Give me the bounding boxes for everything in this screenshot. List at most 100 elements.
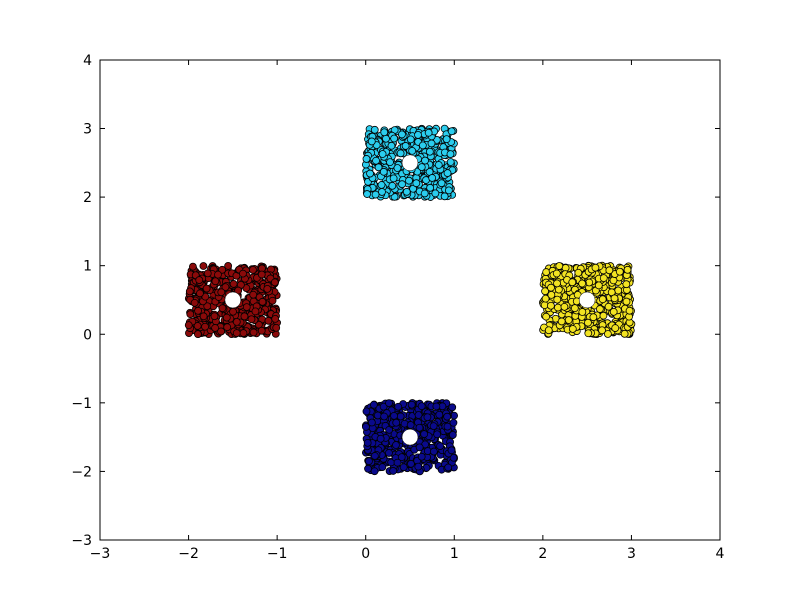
data-point: [407, 459, 415, 468]
data-point: [257, 270, 266, 279]
data-point: [194, 330, 202, 339]
cluster-2: [538, 261, 636, 338]
y-tick-label: 0: [83, 327, 92, 343]
data-point: [389, 467, 398, 475]
y-tick-label: −2: [71, 464, 92, 480]
data-point: [362, 407, 371, 416]
data-point: [599, 274, 608, 283]
data-point: [625, 306, 634, 315]
data-point: [369, 400, 378, 409]
data-point: [247, 315, 256, 324]
data-point: [598, 295, 607, 304]
data-point: [240, 312, 249, 321]
data-point: [449, 453, 458, 462]
data-point: [609, 276, 618, 285]
data-point: [363, 438, 372, 447]
y-tick-label: −3: [71, 533, 92, 549]
data-point: [564, 316, 573, 324]
data-point: [232, 318, 241, 326]
data-point: [373, 411, 382, 420]
data-point: [189, 262, 197, 271]
data-point: [392, 418, 401, 427]
data-point: [405, 176, 413, 185]
data-point: [414, 130, 422, 139]
data-point: [211, 324, 220, 332]
data-point: [417, 163, 426, 172]
data-point: [426, 183, 435, 192]
data-point: [363, 190, 371, 198]
data-point: [568, 278, 577, 287]
data-point: [378, 150, 387, 158]
centroid-3: [401, 428, 419, 446]
data-point: [448, 403, 457, 412]
data-point: [364, 464, 372, 473]
data-point: [222, 313, 231, 322]
data-point: [541, 294, 550, 303]
data-point: [560, 302, 569, 311]
data-point: [429, 447, 438, 456]
data-point: [185, 287, 194, 296]
data-point: [595, 305, 604, 313]
data-point: [214, 270, 222, 279]
data-point: [218, 304, 227, 313]
data-point: [398, 130, 406, 139]
data-point: [184, 321, 193, 330]
data-point: [555, 262, 564, 270]
data-point: [224, 261, 233, 270]
data-point: [544, 326, 553, 335]
data-point: [418, 141, 427, 150]
data-point: [594, 281, 603, 290]
data-point: [194, 306, 202, 315]
data-point: [379, 402, 388, 411]
data-point: [242, 303, 251, 311]
data-point: [196, 289, 204, 298]
data-point: [414, 411, 423, 419]
data-point: [257, 326, 266, 335]
data-point: [263, 284, 272, 293]
data-point: [376, 434, 385, 443]
data-point: [615, 267, 624, 276]
data-point: [542, 268, 551, 276]
data-point: [249, 265, 257, 274]
data-point: [552, 269, 561, 278]
data-point: [591, 263, 600, 272]
data-point: [199, 262, 208, 270]
data-point: [396, 149, 405, 158]
cluster-0: [361, 124, 458, 201]
data-point: [424, 128, 433, 137]
ticks-layer: −3 −2 −1 0 1 2 3 4 −3 −2 −1 0 1 2 3 4: [71, 53, 724, 562]
data-point: [264, 316, 273, 325]
data-point: [229, 280, 238, 288]
centroid-1: [224, 291, 242, 309]
data-point: [620, 329, 629, 338]
data-point: [622, 280, 631, 289]
data-point: [447, 446, 456, 455]
data-point: [372, 156, 380, 165]
data-point: [385, 399, 393, 407]
data-point: [420, 189, 429, 198]
data-point: [203, 302, 212, 311]
data-point: [425, 147, 434, 156]
data-point: [370, 125, 379, 134]
data-point: [190, 298, 199, 307]
data-point: [423, 413, 432, 422]
data-point: [541, 287, 549, 296]
data-point: [249, 290, 258, 299]
data-point: [406, 135, 415, 144]
x-tick-label: 4: [716, 546, 725, 562]
x-tick-label: −1: [267, 546, 288, 562]
data-point: [229, 307, 237, 316]
data-point: [547, 283, 555, 292]
data-point: [396, 412, 405, 421]
data-point: [428, 174, 437, 182]
data-point: [578, 279, 587, 288]
data-point: [366, 169, 374, 178]
data-point: [232, 329, 241, 337]
x-tick-label: 0: [361, 546, 370, 562]
data-point: [415, 423, 424, 432]
data-point: [614, 286, 623, 295]
data-point: [268, 296, 277, 305]
data-point: [429, 422, 438, 431]
data-point: [193, 322, 202, 330]
data-point: [437, 179, 446, 188]
